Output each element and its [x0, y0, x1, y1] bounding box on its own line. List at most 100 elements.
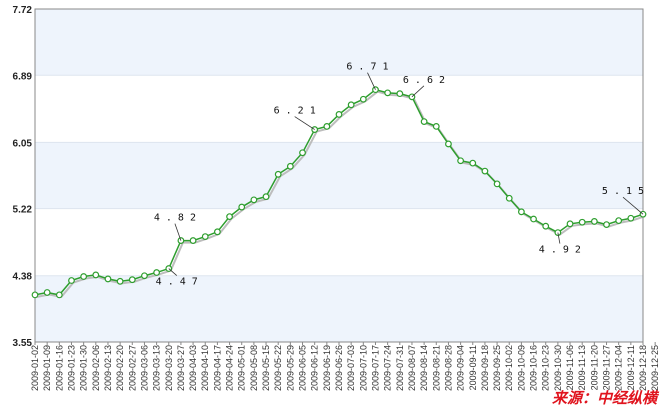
x-tick-label: 2009-04-03	[188, 345, 198, 391]
data-point	[299, 149, 306, 157]
x-tick-label: 2009-01-23	[66, 345, 76, 391]
source-label: 来源：中经纵横	[551, 389, 657, 407]
x-tick-label: 2009-02-20	[115, 345, 125, 391]
data-point	[566, 220, 574, 228]
data-point	[128, 276, 136, 284]
x-tick-label: 2009-06-26	[334, 345, 344, 391]
x-tick-label: 2009-09-11	[468, 345, 478, 390]
data-label: 4 . 8 2	[154, 213, 196, 224]
x-tick-label: 2009-05-01	[237, 345, 247, 391]
data-point	[530, 215, 537, 223]
data-labels: 4 . 4 7 4 . 8 2 6 . 2 1 6 . 7 1 6 . 6 2 4 . 9…	[154, 62, 644, 288]
x-tick-label: 2009-08-07	[407, 345, 417, 391]
x-tick-label: 2009-04-24	[225, 345, 235, 391]
data-point	[481, 167, 489, 175]
data-label: 5 . 1 5	[602, 186, 644, 197]
x-tick-label: 2009-02-06	[91, 345, 101, 391]
data-point	[335, 111, 343, 118]
data-point	[615, 217, 623, 225]
data-point	[445, 140, 452, 148]
data-point	[505, 194, 513, 202]
x-tick-label: 2009-11-13	[577, 345, 587, 390]
data-point	[323, 122, 331, 130]
x-tick-label: 2009-03-13	[152, 345, 162, 391]
x-tick-label: 2009-04-17	[212, 345, 222, 391]
x-tick-label: 2009-10-30	[553, 345, 563, 391]
x-tick-label: 2009-10-02	[504, 345, 514, 391]
x-tick-label: 2009-12-11	[626, 345, 636, 390]
x-tick-label: 2009-05-08	[249, 345, 259, 391]
data-point	[116, 277, 124, 285]
x-tick-label: 2009-03-20	[164, 345, 174, 391]
data-point	[603, 221, 610, 229]
data-point	[43, 289, 51, 296]
annotation-leader	[174, 223, 182, 241]
x-tick-label: 2009-03-27	[176, 345, 186, 391]
data-point	[141, 272, 148, 280]
data-point	[286, 162, 294, 170]
x-tick-label: 2009-09-18	[480, 345, 490, 391]
data-point	[238, 203, 246, 211]
data-point	[627, 214, 635, 222]
x-tick-label: 2009-09-04	[456, 345, 466, 391]
grid-bands	[35, 8, 643, 343]
x-tick-label: 2009-02-13	[103, 345, 113, 391]
data-point	[104, 275, 112, 283]
data-point	[347, 101, 355, 109]
data-point	[274, 170, 282, 178]
y-tick-label: 6.89	[13, 71, 33, 82]
x-tick-label: 2009-06-05	[298, 345, 308, 391]
x-tick-label: 2009-12-18	[638, 345, 648, 391]
x-tick-label: 2009-08-21	[431, 345, 441, 391]
x-tick-label: 2009-07-10	[358, 345, 368, 391]
x-tick-label: 2009-12-25	[650, 345, 660, 391]
y-tick-label: 7.72	[13, 5, 33, 16]
data-point	[432, 122, 440, 130]
x-tick-label: 2009-08-14	[419, 345, 429, 391]
y-axis: 3.55 4.38 5.22 6.05 6.89 7.72	[13, 5, 33, 349]
x-tick-label: 2009-10-16	[529, 345, 539, 391]
x-tick-label: 2009-10-23	[541, 345, 551, 391]
data-point	[189, 237, 197, 244]
data-point	[262, 193, 270, 201]
data-point	[55, 291, 63, 299]
grid-band	[35, 142, 643, 209]
data-point	[250, 196, 258, 204]
x-tick-label: 2009-07-24	[383, 345, 393, 391]
annotation-leader	[294, 116, 315, 130]
x-tick-label: 2009-02-27	[127, 345, 137, 391]
data-point	[493, 180, 501, 188]
x-tick-label: 2009-01-30	[79, 345, 89, 391]
data-label: 4 . 9 2	[539, 245, 581, 256]
x-axis: 2009-01-02 2009-01-09 2009-01-16 2009-01-23…	[30, 342, 660, 391]
annotation-leader	[168, 268, 178, 276]
data-point	[359, 95, 367, 103]
x-tick-label: 2009-01-02	[30, 345, 40, 391]
x-tick-label: 2009-11-06	[565, 345, 575, 390]
x-tick-label: 2009-05-29	[285, 345, 295, 391]
data-label: 6 . 7 1	[346, 62, 388, 73]
grid-band	[35, 275, 643, 342]
x-tick-label: 2009-05-15	[261, 345, 271, 391]
x-tick-label: 2009-11-27	[602, 345, 612, 390]
y-tick-label: 5.22	[13, 205, 33, 216]
data-point	[92, 271, 100, 279]
x-tick-label: 2009-04-10	[200, 345, 210, 391]
data-point	[226, 213, 233, 221]
data-point	[153, 269, 161, 276]
x-tick-label: 2009-07-31	[395, 345, 405, 391]
data-point	[213, 228, 221, 236]
data-point	[68, 277, 75, 284]
data-point	[80, 273, 88, 280]
x-tick-label: 2009-06-12	[310, 345, 320, 391]
y-tick-label: 3.55	[13, 338, 33, 349]
x-tick-label: 2009-03-06	[139, 345, 149, 391]
annotation-leader	[622, 196, 644, 215]
data-point	[469, 159, 477, 167]
annotation-leader	[367, 72, 376, 90]
data-point	[590, 218, 598, 225]
x-tick-label: 2009-10-09	[516, 345, 526, 391]
data-point	[372, 86, 379, 94]
data-point	[542, 222, 550, 230]
